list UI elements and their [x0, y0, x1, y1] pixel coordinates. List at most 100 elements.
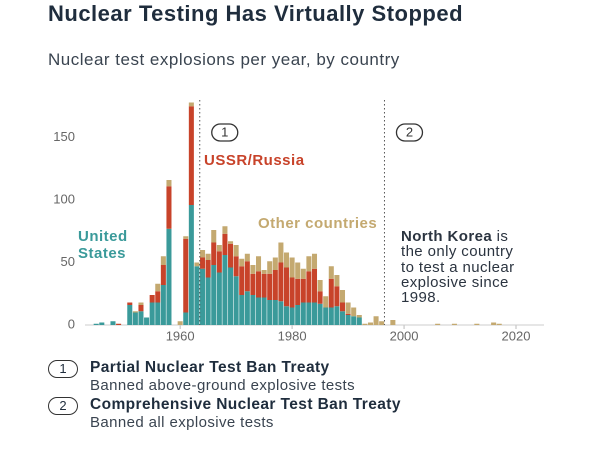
treaty-number: 1	[221, 124, 228, 139]
bar-segment	[283, 267, 290, 307]
bar-segment	[328, 266, 334, 279]
x-tick-label: 2020	[502, 328, 531, 343]
bar-segment	[138, 302, 144, 305]
bar-segment	[267, 273, 273, 300]
treaty-name: Partial Nuclear Test Ban Treaty	[90, 359, 330, 376]
y-tick-label: 100	[53, 191, 75, 206]
treaty-description: Banned above-ground explosive tests	[90, 377, 356, 394]
bar-segment	[283, 306, 290, 325]
bar-segment	[222, 233, 228, 255]
bar-segment	[194, 266, 200, 325]
bar-segment	[244, 291, 250, 325]
bar-segment	[356, 315, 362, 318]
y-tick-label: 150	[53, 129, 75, 144]
bar-segment	[345, 315, 351, 325]
bar-segment	[200, 250, 206, 258]
bar-segment	[300, 302, 306, 325]
bar-segment	[351, 316, 357, 325]
bar-segment	[283, 252, 290, 268]
bar-segment	[356, 317, 362, 325]
treaty-description: Banned all explosive tests	[90, 414, 274, 431]
bar-segment	[233, 276, 239, 325]
bar-segment	[306, 256, 312, 272]
bar-segment	[205, 253, 211, 260]
bar-segment	[228, 267, 234, 325]
treaty-name: Comprehensive Nuclear Test Ban Treaty	[90, 396, 401, 413]
bar-segment	[166, 180, 172, 187]
bar-segment	[155, 283, 161, 292]
bar-segment	[317, 303, 323, 325]
treaty-marker	[395, 123, 424, 142]
bar-segment	[200, 257, 206, 269]
bar-segment	[334, 306, 340, 325]
bar-segment	[300, 278, 306, 303]
bar-segment	[222, 226, 228, 234]
bar-segment	[278, 262, 284, 302]
bar-segment	[239, 258, 245, 267]
bar-segment	[132, 312, 138, 325]
bar-segment	[222, 255, 228, 325]
annotation-text: is the only country to test a nuclear ex…	[401, 228, 515, 307]
bar-segment	[491, 322, 497, 325]
bar-segment	[496, 323, 502, 325]
bar-segment	[435, 323, 441, 325]
bar-segment	[211, 265, 217, 325]
bar-segment	[93, 323, 99, 325]
bar-segment	[188, 106, 194, 205]
bar-segment	[149, 302, 155, 325]
bar-segment	[228, 243, 234, 268]
bar-segment	[127, 305, 133, 325]
bar-segment	[183, 238, 189, 313]
bar-segment	[379, 321, 385, 325]
bar-segment	[300, 268, 306, 279]
bar-segment	[256, 297, 262, 325]
bar-segment	[110, 321, 116, 325]
bar-segment	[261, 297, 267, 325]
annotation: North Korea is the only country to test …	[401, 228, 529, 307]
bar-segment	[339, 290, 346, 303]
bar-segment	[278, 301, 284, 325]
bar-segment	[160, 256, 166, 265]
annotation-bold: North Korea	[401, 228, 493, 245]
bar-segment	[390, 320, 396, 325]
y-tick-label: 0	[68, 316, 75, 331]
bar-segment	[177, 321, 183, 325]
bar-segment	[267, 261, 273, 274]
bar-segment	[211, 242, 217, 265]
bar-segment	[323, 296, 329, 308]
bar-segment	[138, 311, 144, 325]
treaty-note: 1 Partial Nuclear Test Ban Treaty Banned…	[48, 359, 568, 394]
bar-segment	[272, 270, 278, 300]
bar-segment	[362, 323, 368, 325]
chart-title: Nuclear Testing Has Virtually Stopped	[48, 1, 464, 26]
bar-segment	[474, 323, 480, 325]
y-tick-label: 50	[61, 254, 75, 269]
bar-segment	[289, 257, 295, 278]
chart-subtitle: Nuclear test explosions per year, by cou…	[48, 50, 400, 69]
bar-segment	[345, 302, 351, 314]
bar-segment	[216, 245, 222, 252]
bar-segment	[144, 317, 150, 325]
bar-segment	[339, 311, 346, 325]
bar-segment	[228, 241, 234, 244]
bar-segment	[261, 270, 267, 274]
x-tick-label: 1980	[278, 328, 307, 343]
bar-segment	[132, 311, 138, 313]
bar-segment	[99, 322, 105, 325]
bar-segment	[239, 295, 245, 325]
bar-segment	[127, 302, 133, 305]
bar-segment	[289, 307, 295, 325]
bar-segment	[339, 302, 346, 312]
bar-segment	[188, 205, 194, 325]
series-label: United States	[78, 228, 128, 262]
treaty-marker	[211, 123, 239, 142]
bar-segment	[250, 273, 256, 295]
bar-segment	[149, 295, 155, 303]
bar-segment	[166, 186, 172, 229]
bar-segment	[155, 291, 161, 303]
bar-segment	[239, 266, 245, 295]
bar-segment	[267, 300, 273, 325]
treaty-number: 1	[48, 360, 78, 378]
